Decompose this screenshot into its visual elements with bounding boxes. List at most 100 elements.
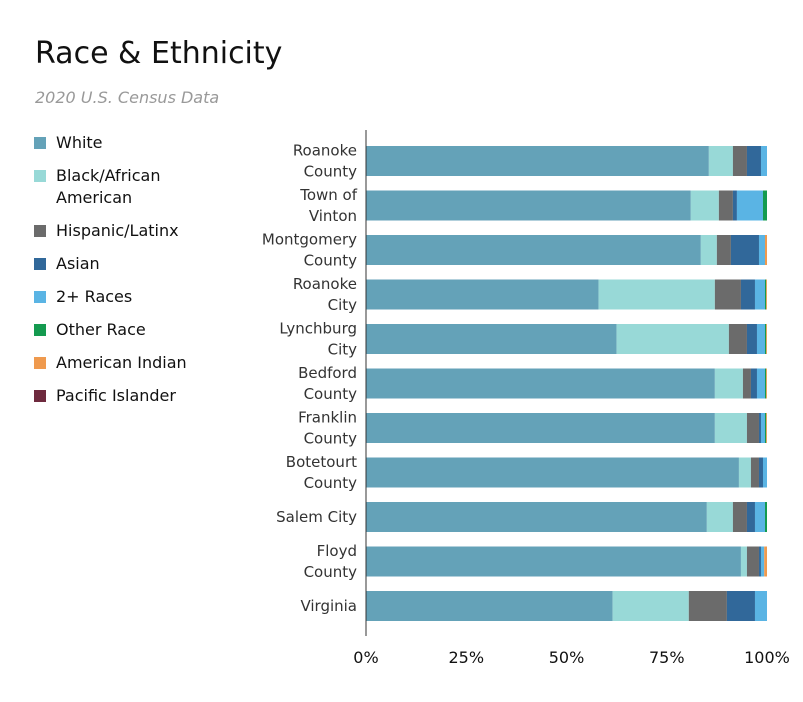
category-label-bedford-county-line-1: Bedford xyxy=(298,364,357,382)
legend-label-hispanic-latinx: Hispanic/Latinx xyxy=(56,221,179,240)
legend-label-white: White xyxy=(56,133,103,152)
bar-segment-town-of-vinton-2-races xyxy=(736,190,763,221)
legend-label-asian: Asian xyxy=(56,254,100,273)
chart-subtitle: 2020 U.S. Census Data xyxy=(35,88,220,107)
bar-segment-roanoke-city-black-african-american xyxy=(598,279,715,310)
legend-label-other-race: Other Race xyxy=(56,320,146,339)
category-label-lynchburg-city-line-2: City xyxy=(328,341,358,359)
bar-segment-floyd-county-white xyxy=(366,546,741,577)
bar-segment-floyd-county-hispanic-latinx xyxy=(746,546,759,577)
chart-title: Race & Ethnicity xyxy=(35,36,283,71)
bar-segment-montgomery-county-black-african-american xyxy=(700,235,717,265)
bar-segment-floyd-county-asian xyxy=(758,546,761,577)
bar-segment-montgomery-county-hispanic-latinx xyxy=(716,235,731,265)
bar-segment-floyd-county-american-indian xyxy=(764,546,767,577)
category-label-roanoke-city-line-1: Roanoke xyxy=(293,275,357,293)
bar-segment-roanoke-city-hispanic-latinx xyxy=(714,279,741,310)
bar-segment-bedford-county-white xyxy=(366,368,715,399)
bar-segment-montgomery-county-2-races xyxy=(758,235,765,265)
legend-label-black-african-american: Black/African American xyxy=(56,166,161,207)
bar-segment-franklin-county-hispanic-latinx xyxy=(746,413,759,443)
category-label-roanoke-city-line-2: City xyxy=(328,296,358,314)
bar-segment-roanoke-county-2-races xyxy=(760,146,767,176)
bar-segment-floyd-county-black-african-american xyxy=(740,546,747,577)
bar-segment-virginia-hispanic-latinx xyxy=(688,591,727,621)
bar-segment-bedford-county-2-races xyxy=(756,368,765,399)
legend-swatch-hispanic-latinx xyxy=(34,225,46,237)
legend-swatch-two-plus-races xyxy=(34,291,46,303)
bar-segment-roanoke-county-white xyxy=(366,146,709,176)
bar-segment-lynchburg-city-asian xyxy=(746,324,757,354)
legend-swatch-white xyxy=(34,137,46,149)
bar-segment-bedford-county-american-indian xyxy=(766,368,767,399)
bar-segment-botetourt-county-hispanic-latinx xyxy=(750,457,759,488)
bar-segment-bedford-county-hispanic-latinx xyxy=(742,368,751,399)
legend-item-american-indian: American Indian xyxy=(34,352,244,374)
legend-item-white: White xyxy=(34,132,244,154)
category-label-franklin-county-line-1: Franklin xyxy=(298,409,357,427)
category-label-town-of-vinton-line-1: Town of xyxy=(299,186,358,204)
bar-segment-floyd-county-2-races xyxy=(760,546,765,577)
bar-segment-montgomery-county-white xyxy=(366,235,701,265)
bar-segment-lynchburg-city-other-race xyxy=(764,324,767,354)
bar-segment-town-of-vinton-white xyxy=(366,190,691,221)
legend-label-two-plus-races: 2+ Races xyxy=(56,287,133,306)
bar-segment-montgomery-county-asian xyxy=(730,235,759,265)
bar-segment-montgomery-county-american-indian xyxy=(764,235,767,265)
bar-segment-virginia-black-african-american xyxy=(612,591,689,621)
bar-segment-roanoke-city-white xyxy=(366,279,599,310)
x-tick-label-75: 75% xyxy=(649,648,685,667)
bar-segment-town-of-vinton-hispanic-latinx xyxy=(718,190,733,221)
bar-segment-franklin-county-2-races xyxy=(760,413,765,443)
x-tick-label-50: 50% xyxy=(549,648,585,667)
bar-segment-botetourt-county-asian xyxy=(758,457,763,488)
bar-segment-roanoke-city-2-races xyxy=(754,279,765,310)
legend-item-pacific-islander: Pacific Islander xyxy=(34,385,244,407)
category-label-roanoke-county-line-1: Roanoke xyxy=(293,142,357,160)
x-tick-label-100: 100% xyxy=(744,648,790,667)
category-label-town-of-vinton-line-2: Vinton xyxy=(309,207,357,225)
category-label-montgomery-county-line-1: Montgomery xyxy=(262,231,357,249)
bar-segment-franklin-county-black-african-american xyxy=(714,413,747,443)
category-label-lynchburg-city-line-1: Lynchburg xyxy=(279,320,357,338)
bar-segment-roanoke-county-asian xyxy=(746,146,761,176)
bar-segment-franklin-county-american-indian xyxy=(766,413,767,443)
bar-segment-virginia-white xyxy=(366,591,613,621)
legend-swatch-pacific-islander xyxy=(34,390,46,402)
category-label-bedford-county-line-2: County xyxy=(304,385,358,403)
bar-segment-botetourt-county-black-african-american xyxy=(738,457,751,488)
bar-segment-bedford-county-black-african-american xyxy=(714,368,743,399)
legend-label-pacific-islander: Pacific Islander xyxy=(56,386,176,405)
legend-item-asian: Asian xyxy=(34,253,244,275)
bar-segment-town-of-vinton-other-race xyxy=(762,190,767,221)
legend-swatch-american-indian xyxy=(34,357,46,369)
bar-segment-bedford-county-other-race xyxy=(764,368,767,399)
bar-segment-lynchburg-city-black-african-american xyxy=(616,324,729,354)
bar-segment-salem-city-2-races xyxy=(754,502,765,532)
x-tick-label-25: 25% xyxy=(448,648,484,667)
bar-segment-franklin-county-asian xyxy=(758,413,761,443)
x-tick-label-0: 0% xyxy=(353,648,378,667)
bar-segment-lynchburg-city-white xyxy=(366,324,617,354)
legend-item-two-plus-races: 2+ Races xyxy=(34,286,244,308)
legend: White Black/African American Hispanic/La… xyxy=(34,132,244,418)
legend-item-black-african-american: Black/African American xyxy=(34,165,244,209)
category-label-roanoke-county-line-2: County xyxy=(304,163,358,181)
category-label-floyd-county-line-1: Floyd xyxy=(317,542,357,560)
category-label-montgomery-county-line-2: County xyxy=(304,252,358,270)
bar-segment-salem-city-white xyxy=(366,502,707,532)
bar-segment-botetourt-county-2-races xyxy=(762,457,767,488)
bar-segment-franklin-county-white xyxy=(366,413,715,443)
bar-segment-franklin-county-other-race xyxy=(764,413,767,443)
bar-segment-roanoke-county-hispanic-latinx xyxy=(732,146,747,176)
category-label-botetourt-county-line-1: Botetourt xyxy=(286,453,357,471)
bar-segment-salem-city-black-african-american xyxy=(706,502,733,532)
legend-swatch-black-african-american xyxy=(34,170,46,182)
bar-segment-lynchburg-city-american-indian xyxy=(766,324,767,354)
legend-item-hispanic-latinx: Hispanic/Latinx xyxy=(34,220,244,242)
bar-segment-botetourt-county-white xyxy=(366,457,739,488)
category-label-franklin-county-line-2: County xyxy=(304,430,358,448)
legend-swatch-other-race xyxy=(34,324,46,336)
category-label-floyd-county-line-2: County xyxy=(304,563,358,581)
